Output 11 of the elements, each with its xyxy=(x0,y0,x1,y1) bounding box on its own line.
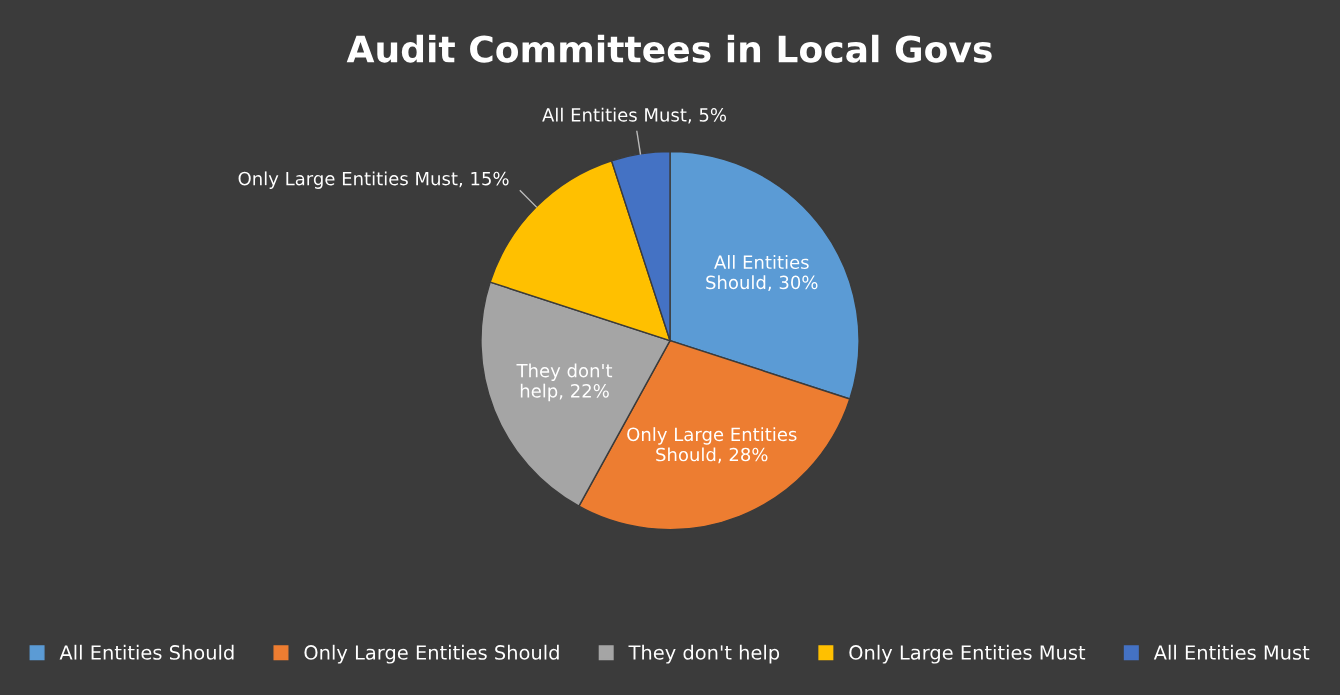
category-label: All Entities Must, 5% xyxy=(542,107,727,124)
category-label: All Entities Should, 30% xyxy=(706,255,818,292)
category-label: Only Large Entities Must, 15% xyxy=(238,171,509,189)
legend-label: All Entities Must xyxy=(1153,644,1310,660)
chart-title: Audit Committees in Local Govs xyxy=(346,34,992,63)
legend-label: All Entities Should xyxy=(59,644,234,660)
category-label: Only Large Entities Should, 28% xyxy=(627,427,797,464)
legend-label: Only Large Entities Should xyxy=(304,644,559,664)
legend-label: They don't help xyxy=(628,644,780,664)
category-label: They don't help, 22% xyxy=(516,363,613,402)
legend-label: Only Large Entities Must xyxy=(849,644,1086,664)
